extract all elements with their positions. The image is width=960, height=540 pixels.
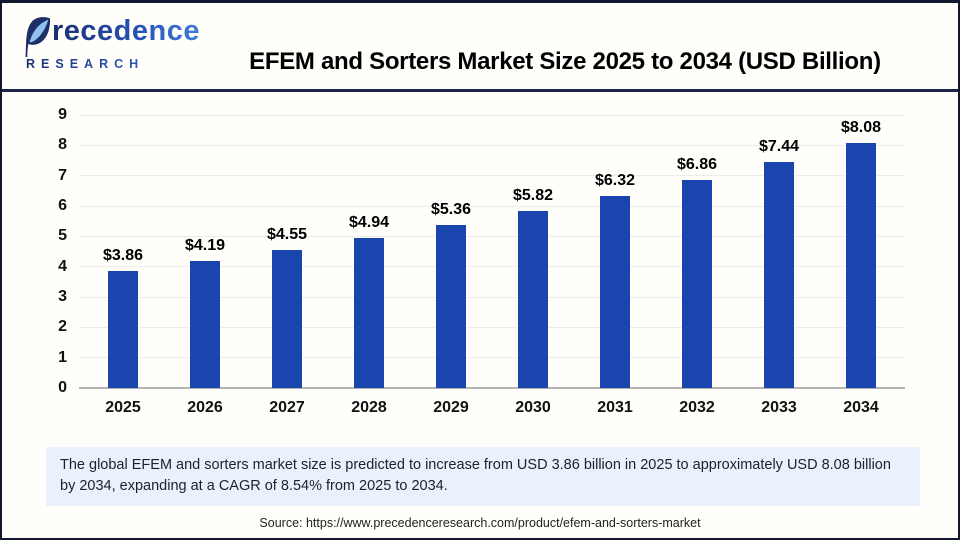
bar-2025	[108, 270, 138, 388]
gridline-y4	[79, 266, 905, 268]
bar-2033	[764, 162, 794, 388]
bar-2029	[436, 225, 466, 388]
source-line: Source: https://www.precedenceresearch.c…	[259, 516, 701, 530]
x-axis: 2025 2026 2027 2028 2029 2030 2031 2032 2033 2034	[79, 399, 905, 423]
logo-brand-text: recedence	[52, 15, 200, 47]
leaf-p-icon	[25, 17, 51, 57]
logo-brand-row: recedence	[20, 15, 200, 57]
plot-area: $3.86 $4.19 $4.55 $4.94 $5.36 $5.82 $6.32 $6.86…	[79, 114, 905, 389]
y-tick-label: 0	[58, 379, 67, 396]
precedence-research-logo: recedence RESEARCH	[20, 15, 200, 71]
y-tick-label: 1	[58, 348, 67, 366]
x-tick-label: 2033	[761, 399, 797, 416]
summary-note-text: The global EFEM and sorters market size …	[60, 457, 891, 495]
y-tick-label: 9	[58, 106, 67, 123]
bar-2026	[190, 260, 220, 388]
bar-value-label: $7.44	[758, 138, 800, 156]
x-axis-baseline	[79, 387, 905, 389]
bar-value-label: $8.08	[840, 118, 882, 136]
summary-note: The global EFEM and sorters market size …	[46, 447, 920, 507]
bar-value-label: $3.86	[102, 246, 144, 264]
bar-value-label: $5.36	[430, 201, 472, 219]
gridline-y1	[79, 357, 905, 359]
bar-value-label: $5.82	[512, 187, 554, 205]
gridline-y7	[79, 175, 905, 177]
gridline-y6	[79, 205, 905, 207]
bar-value-label: $6.86	[676, 155, 718, 173]
x-tick-label: 2034	[843, 399, 879, 416]
x-tick-label: 2026	[187, 399, 223, 416]
gridline-y5	[79, 235, 905, 237]
bar-2030	[518, 211, 548, 388]
bar-2032	[682, 179, 712, 388]
gridline-y2	[79, 326, 905, 328]
chart-title: EFEM and Sorters Market Size 2025 to 203…	[249, 48, 881, 76]
x-tick-label: 2029	[433, 399, 469, 416]
bar-value-label: $4.55	[266, 225, 308, 243]
logo-subtitle: RESEARCH	[20, 57, 200, 71]
x-tick-label: 2025	[105, 399, 141, 416]
gridline-y9	[79, 114, 905, 116]
bar-value-label: $6.32	[594, 172, 636, 190]
bar-2031	[600, 196, 630, 388]
gridline-y8	[79, 144, 905, 146]
header-divider	[2, 89, 958, 92]
bar-2028	[354, 238, 384, 388]
x-tick-label: 2031	[597, 399, 633, 416]
bar-value-label: $4.19	[184, 236, 226, 254]
bar-chart: 0 1 2 3 4 5 6 7 8 9 $3.86 $4.19 $4.55 $4.94 $5.36 $5.8…	[2, 94, 958, 439]
gridline-y3	[79, 296, 905, 298]
y-axis: 0 1 2 3 4 5 6 7 8 9	[12, 106, 67, 396]
y-tick-label: 3	[58, 288, 67, 305]
x-tick-label: 2032	[679, 399, 715, 416]
y-tick-label: 5	[58, 227, 67, 245]
y-tick-label: 2	[58, 318, 67, 336]
bar-value-label: $4.94	[348, 214, 390, 232]
bar-2034	[846, 142, 876, 388]
bar-2027	[272, 249, 302, 388]
y-tick-label: 7	[58, 166, 67, 184]
x-tick-label: 2030	[515, 399, 551, 416]
x-tick-label: 2028	[351, 399, 387, 416]
x-tick-label: 2027	[269, 399, 305, 416]
y-tick-label: 8	[58, 136, 67, 154]
y-tick-label: 6	[58, 197, 67, 214]
y-tick-label: 4	[58, 257, 67, 275]
